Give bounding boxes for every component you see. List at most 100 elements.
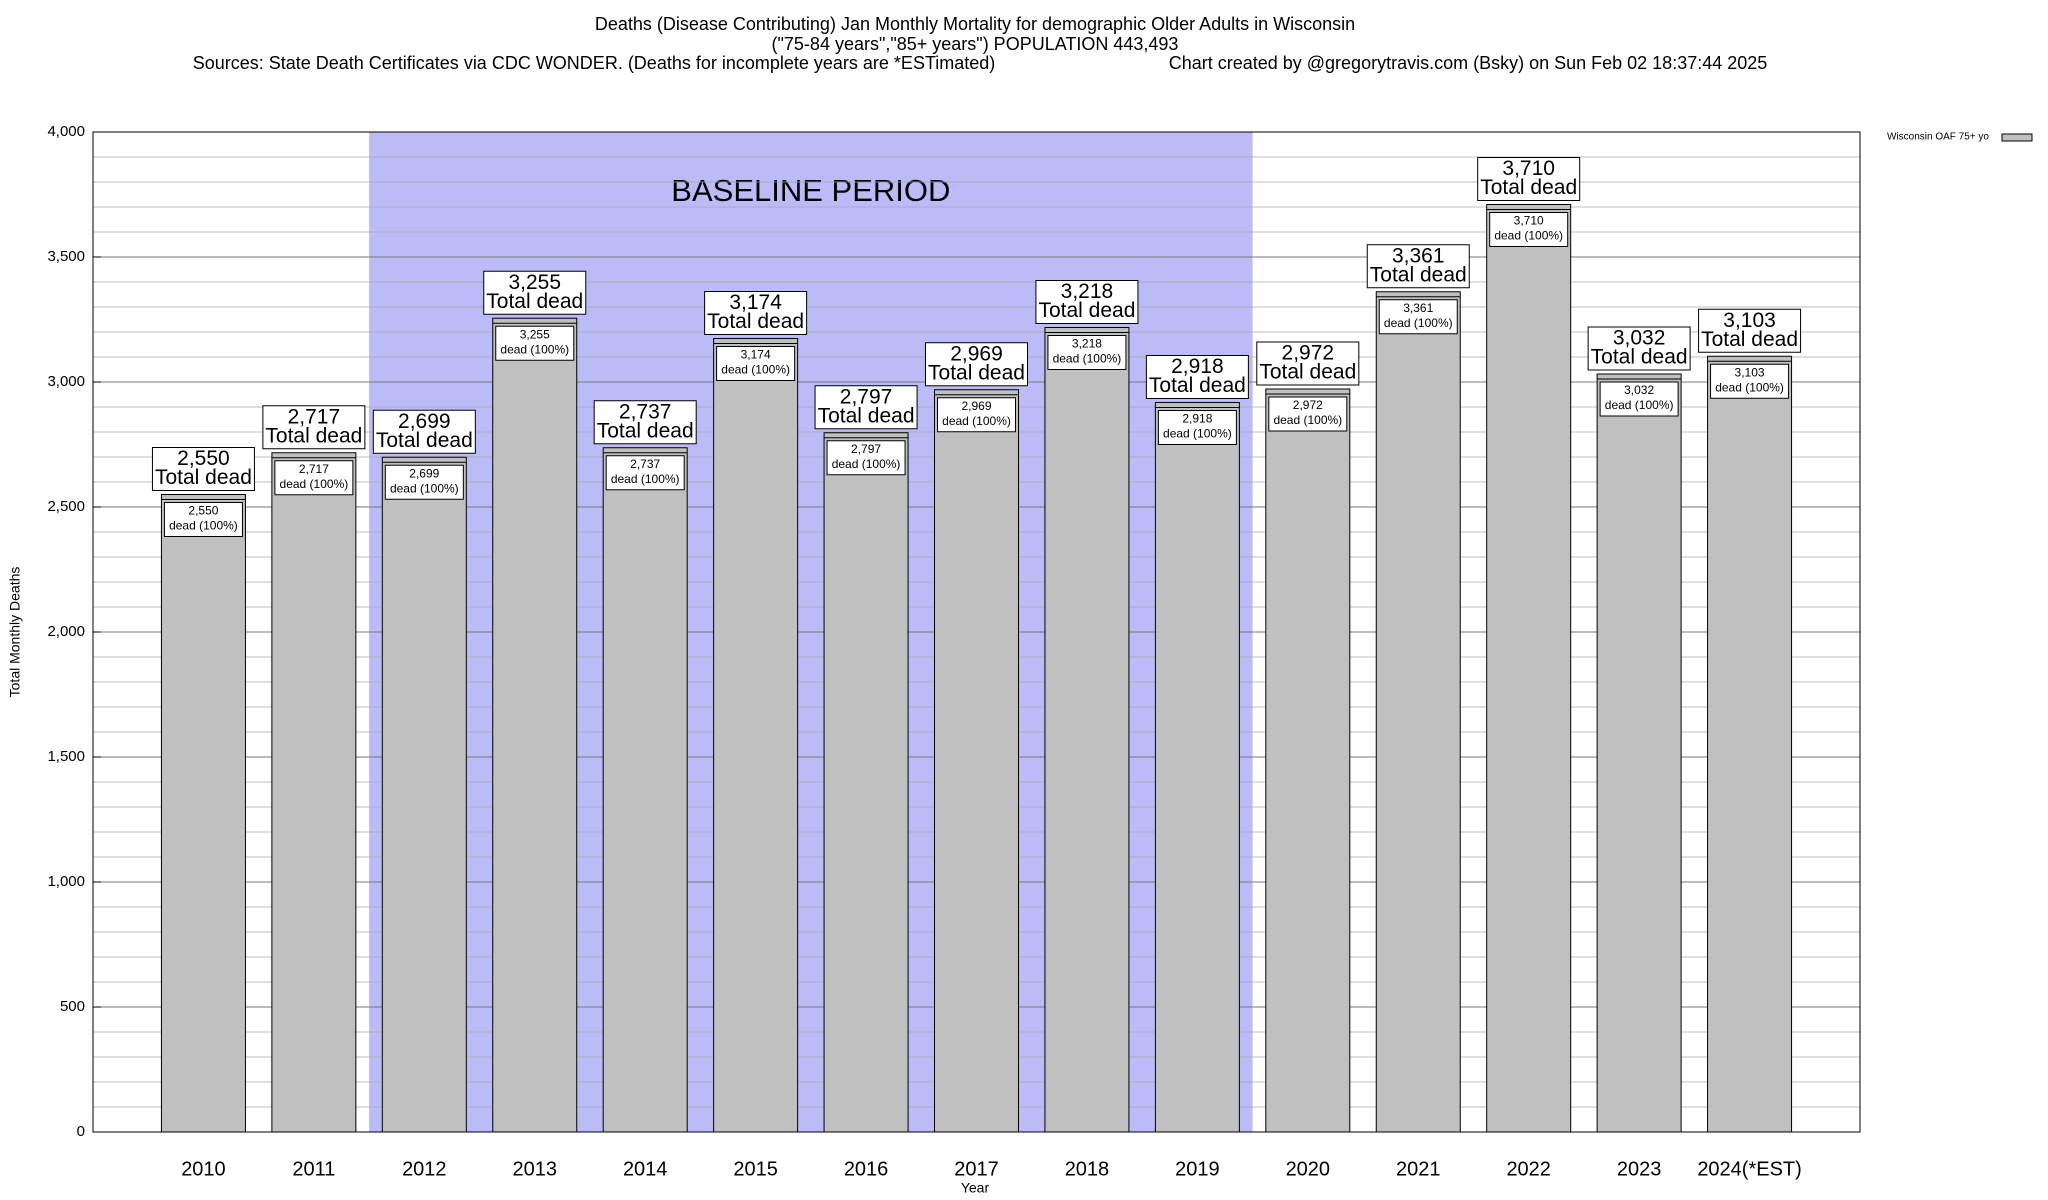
top-total-label: Total dead bbox=[1701, 328, 1798, 351]
top-label-box bbox=[372, 409, 476, 454]
x-tick-label: 2012 bbox=[402, 1158, 447, 1180]
bar bbox=[1154, 402, 1240, 1133]
legend-label: Wisconsin OAF 75+ yo bbox=[1887, 132, 1989, 143]
x-tick-label: 2017 bbox=[954, 1158, 999, 1180]
inner-share-label: dead (100%) bbox=[721, 363, 790, 377]
inner-value-label: 3,103 bbox=[1735, 365, 1765, 379]
inner-label-box bbox=[605, 455, 685, 491]
x-tick-label: 2018 bbox=[1065, 1158, 1110, 1180]
bar bbox=[934, 389, 1019, 1133]
top-total-label: Total dead bbox=[486, 290, 583, 313]
y-axis-label: Total Monthly Deaths bbox=[7, 567, 23, 698]
x-tick-label: 2013 bbox=[513, 1158, 558, 1180]
top-label-box bbox=[1698, 308, 1802, 353]
top-total-label: Total dead bbox=[265, 424, 362, 447]
top-label-box bbox=[1145, 355, 1249, 399]
top-label-box bbox=[1035, 280, 1139, 324]
bar bbox=[160, 494, 246, 1133]
inner-label-box bbox=[937, 397, 1016, 433]
top-label-box bbox=[1587, 326, 1691, 371]
baseline-label: BASELINE PERIOD bbox=[671, 173, 950, 208]
inner-value-label: 3,174 bbox=[741, 348, 771, 362]
top-label-box bbox=[814, 385, 918, 430]
chart-title: Deaths (Disease Contributing) Jan Monthl… bbox=[595, 14, 1355, 34]
inner-share-label: dead (100%) bbox=[1273, 413, 1342, 427]
inner-value-label: 2,969 bbox=[961, 399, 991, 413]
x-tick-label: 2021 bbox=[1396, 1158, 1441, 1180]
top-total-label: Total dead bbox=[1370, 263, 1467, 286]
y-tick-label: 2,000 bbox=[47, 623, 85, 640]
bar bbox=[823, 432, 909, 1133]
top-total-label: Total dead bbox=[155, 466, 252, 489]
top-total-label: Total dead bbox=[1480, 176, 1577, 199]
inner-label-box bbox=[716, 346, 796, 381]
x-tick-label: 2024(*EST) bbox=[1697, 1158, 1802, 1180]
top-label-box bbox=[1477, 157, 1581, 201]
top-label-box bbox=[262, 405, 366, 450]
inner-label-box bbox=[384, 464, 464, 500]
top-value-label: 2,972 bbox=[1282, 342, 1335, 365]
bar bbox=[271, 452, 357, 1133]
inner-share-label: dead (100%) bbox=[390, 481, 459, 495]
top-total-label: Total dead bbox=[1149, 374, 1246, 397]
top-label-box bbox=[925, 342, 1028, 387]
inner-value-label: 2,737 bbox=[630, 457, 660, 471]
inner-value-label: 2,717 bbox=[299, 462, 329, 476]
inner-share-label: dead (100%) bbox=[280, 477, 349, 491]
top-label-box bbox=[483, 270, 587, 315]
inner-value-label: 3,710 bbox=[1514, 214, 1544, 228]
inner-value-label: 3,032 bbox=[1624, 383, 1654, 397]
inner-label-box bbox=[163, 502, 243, 537]
top-total-label: Total dead bbox=[1038, 299, 1135, 322]
inner-share-label: dead (100%) bbox=[611, 472, 680, 486]
top-value-label: 2,550 bbox=[177, 447, 230, 470]
inner-share-label: dead (100%) bbox=[832, 457, 901, 471]
inner-label-box bbox=[1157, 410, 1237, 445]
inner-value-label: 2,550 bbox=[188, 504, 218, 518]
inner-share-label: dead (100%) bbox=[169, 519, 238, 533]
top-label-box bbox=[593, 400, 697, 445]
bar bbox=[1044, 327, 1130, 1133]
x-axis-label: Year bbox=[961, 1180, 990, 1196]
x-tick-label: 2020 bbox=[1286, 1158, 1331, 1180]
inner-share-label: dead (100%) bbox=[1053, 352, 1122, 366]
legend-swatch bbox=[2001, 133, 2033, 142]
sources: Sources: State Death Certificates via CD… bbox=[193, 53, 996, 73]
top-label-box bbox=[151, 447, 255, 491]
inner-label-box bbox=[1710, 363, 1790, 399]
inner-share-label: dead (100%) bbox=[1605, 398, 1674, 412]
bar bbox=[1265, 388, 1351, 1133]
inner-label-box bbox=[274, 460, 354, 496]
top-value-label: 2,699 bbox=[398, 410, 451, 433]
top-value-label: 3,103 bbox=[1723, 309, 1776, 332]
bar bbox=[1375, 291, 1461, 1133]
top-total-label: Total dead bbox=[1259, 361, 1356, 384]
bar bbox=[492, 317, 578, 1133]
x-tick-label: 2022 bbox=[1506, 1158, 1551, 1180]
inner-label-box bbox=[826, 440, 906, 476]
credit: Chart created by @gregorytravis.com (Bsk… bbox=[1169, 53, 1768, 73]
x-tick-label: 2016 bbox=[844, 1158, 889, 1180]
inner-label-box bbox=[1047, 335, 1127, 370]
top-total-label: Total dead bbox=[1591, 346, 1688, 369]
top-label-box bbox=[1256, 341, 1360, 386]
x-tick-label: 2015 bbox=[733, 1158, 778, 1180]
top-value-label: 3,218 bbox=[1061, 280, 1114, 303]
inner-label-box bbox=[1268, 396, 1348, 432]
chart-subtitle: ("75-84 years","85+ years") POPULATION 4… bbox=[772, 34, 1179, 54]
inner-share-label: dead (100%) bbox=[1494, 229, 1563, 243]
inner-share-label: dead (100%) bbox=[1163, 427, 1232, 441]
top-value-label: 3,174 bbox=[729, 291, 782, 314]
x-tick-label: 2010 bbox=[181, 1158, 226, 1180]
inner-value-label: 2,797 bbox=[851, 442, 881, 456]
top-value-label: 2,797 bbox=[840, 385, 893, 408]
inner-label-box bbox=[495, 325, 575, 361]
y-tick-label: 1,000 bbox=[47, 873, 85, 890]
inner-value-label: 3,255 bbox=[520, 327, 550, 341]
top-value-label: 2,717 bbox=[288, 405, 341, 428]
y-tick-label: 500 bbox=[60, 998, 85, 1015]
inner-value-label: 3,218 bbox=[1072, 337, 1102, 351]
bar bbox=[713, 338, 799, 1133]
x-tick-label: 2011 bbox=[292, 1158, 335, 1180]
inner-share-label: dead (100%) bbox=[1384, 316, 1453, 330]
